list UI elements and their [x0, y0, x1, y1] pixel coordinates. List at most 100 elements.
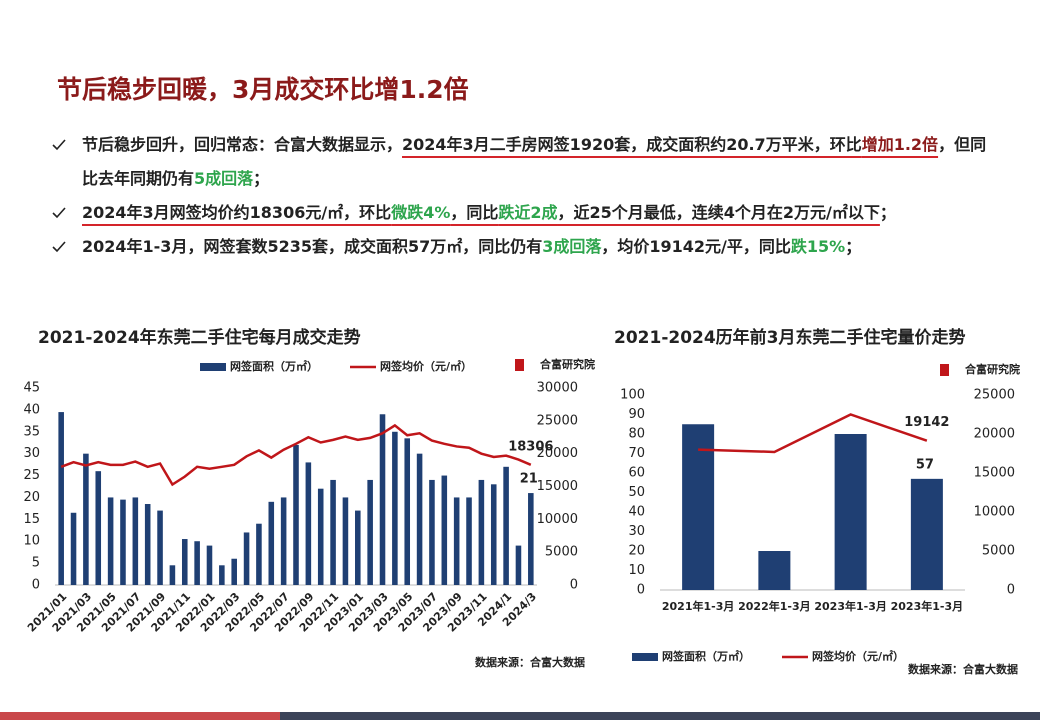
y2-tick-label: 0	[1007, 583, 1015, 598]
bar	[305, 462, 312, 585]
bar	[120, 499, 126, 585]
y-tick-label: 20	[628, 544, 645, 559]
bar	[429, 479, 435, 585]
y-tick-label: 100	[620, 388, 645, 403]
bar	[478, 479, 485, 585]
bar	[515, 545, 522, 585]
bar	[95, 471, 102, 585]
bar	[367, 479, 373, 585]
legend-swatch	[200, 363, 226, 371]
data-label: 21	[520, 472, 538, 487]
data-label: 57	[916, 457, 934, 472]
bar	[379, 414, 386, 585]
y2-tick-label: 25000	[537, 413, 578, 428]
bullet-list: 节后稳步回升，回归常态：合富大数据显示，2024年3月二手房网签1920套，成交…	[50, 128, 1000, 264]
bullet-text: 3成回落	[542, 237, 602, 256]
bar	[243, 532, 250, 585]
y2-tick-label: 0	[570, 578, 578, 593]
bar	[758, 551, 791, 590]
bullet-text: ，同比	[450, 203, 499, 222]
logo-icon	[515, 359, 524, 371]
bullet: 节后稳步回升，回归常态：合富大数据显示，2024年3月二手房网签1920套，成交…	[50, 128, 1000, 196]
y-tick-label: 25	[23, 468, 40, 483]
data-label: 19142	[904, 415, 949, 430]
source: 数据来源：合富大数据	[908, 662, 1018, 676]
source: 数据来源：合富大数据	[475, 655, 585, 669]
bullet-text: ；	[845, 237, 862, 256]
bullet-text: 5成回落	[194, 169, 254, 188]
y-tick-label: 15	[23, 512, 40, 527]
legend-swatch	[632, 653, 658, 661]
bar	[169, 565, 176, 585]
y-tick-label: 0	[637, 583, 645, 598]
bar	[466, 497, 472, 585]
data-label: 18306	[508, 439, 553, 454]
y-tick-label: 70	[628, 446, 645, 461]
bar	[181, 539, 188, 585]
x-tick-label: 2021年1-3月	[662, 599, 735, 613]
bullet-text: 跌近2成	[498, 203, 558, 222]
legend-label: 网签面积（万㎡）	[662, 649, 750, 663]
y-tick-label: 30	[628, 524, 645, 539]
bullet-text: ，但同比去年同期仍有	[82, 135, 987, 188]
bar	[132, 497, 139, 585]
x-tick-label: 2023年1-3月	[891, 599, 964, 613]
y2-tick-label: 5000	[982, 544, 1015, 559]
bar	[503, 466, 509, 585]
y-tick-label: 10	[628, 563, 645, 578]
bullet-text: 增加1.2倍	[861, 135, 939, 154]
bullet-text: ，均价19142元/平，同比	[601, 237, 791, 256]
line	[60, 423, 532, 487]
bar	[834, 434, 867, 590]
bar	[280, 497, 287, 585]
bar	[268, 501, 275, 585]
legend-label: 网签均价（元/㎡）	[380, 359, 472, 373]
bar	[453, 497, 460, 585]
check-icon	[52, 241, 66, 253]
bullet: 2024年3月网签均价约18306元/㎡，环比微跌4%，同比跌近2成，近25个月…	[50, 196, 1000, 230]
logo: 合富研究院	[965, 362, 1020, 376]
footer-bar-red	[0, 712, 280, 720]
bar	[293, 444, 299, 585]
bar	[317, 488, 324, 585]
y-tick-label: 5	[32, 556, 40, 571]
bar	[441, 475, 448, 585]
bar	[206, 545, 213, 585]
bar	[107, 497, 114, 585]
bar	[392, 431, 398, 585]
bar	[404, 438, 411, 585]
chart-title: 2021-2024年东莞二手住宅每月成交走势	[38, 327, 361, 348]
x-tick-label: 2022年1-3月	[738, 599, 811, 613]
y2-tick-label: 20000	[974, 427, 1015, 442]
bar	[194, 541, 200, 585]
legend-label: 网签均价（元/㎡）	[812, 649, 904, 663]
bar	[58, 412, 64, 585]
x-tick-label: 2023年1-3月	[814, 599, 887, 613]
bar	[682, 424, 715, 590]
line	[698, 413, 928, 454]
y2-tick-label: 25000	[974, 388, 1015, 403]
bullet-text: ，近25个月最低，连续4个月在2万元/㎡以下	[557, 203, 880, 222]
footer-bar-dark	[280, 712, 1040, 720]
bullet-text: 节后稳步回升，回归常态：合富大数据显示，	[82, 135, 403, 154]
bar	[330, 479, 336, 585]
y-tick-label: 90	[628, 407, 645, 422]
y2-tick-label: 5000	[545, 545, 578, 560]
bar	[144, 504, 151, 585]
bar	[910, 478, 943, 590]
bullet-text: 2024年3月二手房网签1920套，成交面积约20.7万平米，环比	[402, 135, 862, 154]
check-icon	[52, 207, 66, 219]
bar	[83, 453, 89, 585]
bullet-text: ；	[879, 203, 896, 222]
chart-title: 2021-2024历年前3月东莞二手住宅量价走势	[614, 327, 966, 348]
y-tick-label: 35	[23, 424, 40, 439]
bar	[490, 484, 497, 585]
y2-tick-label: 30000	[537, 381, 578, 396]
bar	[70, 512, 77, 585]
bar	[528, 493, 534, 585]
y-tick-label: 50	[628, 485, 645, 500]
y-tick-label: 80	[628, 427, 645, 442]
bar	[157, 510, 163, 585]
y2-tick-label: 10000	[537, 512, 578, 527]
